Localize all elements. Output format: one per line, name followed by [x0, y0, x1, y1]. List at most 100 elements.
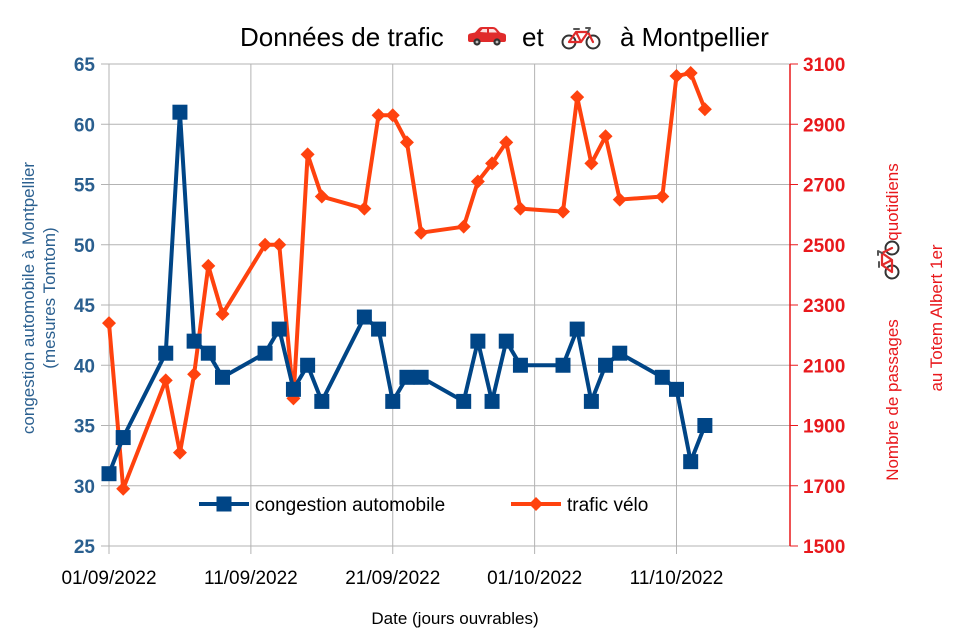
data-point-diamond — [116, 481, 131, 496]
left-tick-label: 60 — [74, 115, 95, 136]
right-axis-title: Nombre de passages quotidiens au Totem A… — [876, 163, 946, 481]
series-line — [107, 110, 707, 476]
left-axis-title-line-2: (mesures Tomtom) — [40, 227, 59, 368]
data-point-square — [158, 345, 174, 361]
right-tick-label: 2300 — [803, 296, 845, 317]
data-point-diamond — [172, 445, 187, 460]
right-tick-label: 2100 — [803, 356, 845, 377]
legend-label: congestion automobile — [255, 495, 445, 516]
right-axis-title-line-3: au Totem Albert 1er — [927, 244, 946, 391]
data-point-square — [115, 430, 131, 446]
left-tick-label: 40 — [74, 356, 95, 377]
left-tick-label: 50 — [74, 236, 95, 257]
data-point-diamond — [598, 129, 613, 144]
data-point-diamond — [187, 367, 202, 382]
title-text-lead: Données de trafic — [240, 22, 444, 52]
data-point-diamond — [300, 147, 315, 162]
data-point-square — [470, 333, 486, 349]
data-point-square — [683, 454, 699, 470]
data-point-square — [654, 369, 670, 385]
right-tick-label: 1500 — [803, 537, 845, 558]
data-point-square — [612, 345, 628, 361]
right-tick-label: 2700 — [803, 176, 845, 197]
right-tick-label: 2900 — [803, 115, 845, 136]
data-point-square — [669, 381, 684, 397]
left-tick-label: 45 — [74, 296, 96, 317]
data-point-square — [257, 345, 273, 361]
data-point-diamond — [655, 189, 670, 204]
data-point-diamond — [399, 135, 414, 150]
right-tick-label: 2500 — [803, 236, 845, 257]
right-axis-title-line-1: Nombre de passages — [883, 319, 902, 481]
data-point-diamond — [683, 66, 698, 81]
title-text-tail: à Montpellier — [620, 22, 769, 52]
data-point-square — [598, 357, 614, 373]
data-point-square — [413, 369, 429, 385]
data-point-square — [371, 321, 387, 337]
data-point-diamond — [529, 497, 543, 511]
left-tick-label: 65 — [74, 55, 96, 76]
data-point-diamond — [215, 307, 230, 322]
data-point-square — [271, 321, 287, 337]
data-point-diamond — [414, 225, 429, 240]
right-tick-label: 3100 — [803, 55, 845, 76]
data-point-square — [456, 393, 472, 409]
legend: congestion automobile trafic vélo — [199, 495, 648, 516]
data-point-diamond — [570, 90, 585, 105]
series-trafic-velo — [102, 66, 712, 496]
x-tick-label: 21/09/2022 — [345, 568, 440, 589]
data-point-diamond — [102, 316, 116, 331]
car-icon — [468, 27, 506, 46]
left-tick-label: 55 — [74, 176, 96, 197]
data-point-diamond — [612, 192, 627, 207]
left-tick-label: 35 — [74, 417, 96, 438]
data-point-diamond — [456, 219, 471, 234]
legend-label: trafic vélo — [567, 495, 648, 516]
right-tick-label: 1700 — [803, 477, 845, 498]
data-point-square — [555, 357, 571, 373]
data-point-square — [569, 321, 585, 337]
chart-title: Données de trafic et à Montpellier — [240, 22, 769, 52]
data-point-diamond — [556, 204, 570, 219]
left-axis-title: congestion automobile à Montpellier (mes… — [19, 162, 59, 435]
data-point-diamond — [669, 69, 684, 84]
data-point-diamond — [584, 156, 599, 171]
data-point-square — [583, 393, 599, 409]
data-point-diamond — [485, 156, 500, 171]
data-point-square — [172, 104, 188, 120]
data-point-square — [484, 393, 500, 409]
left-tick-label: 25 — [74, 537, 96, 558]
data-point-diamond — [158, 373, 173, 388]
data-point-square — [216, 496, 232, 512]
data-point-diamond — [258, 237, 273, 252]
data-point-square — [399, 369, 415, 385]
data-point-square — [498, 333, 514, 349]
data-point-diamond — [513, 201, 528, 216]
data-point-square — [186, 333, 202, 349]
right-axis-title-line-2: quotidiens — [883, 163, 902, 241]
axes — [101, 63, 798, 554]
data-point-diamond — [470, 174, 485, 189]
data-point-square — [300, 357, 316, 373]
title-text-mid: et — [522, 22, 544, 52]
data-point-square — [200, 345, 216, 361]
data-point-square — [314, 393, 330, 409]
data-point-diamond — [272, 237, 287, 252]
data-point-diamond — [357, 201, 372, 216]
data-point-diamond — [314, 189, 329, 204]
right-axis-bicycle-icon — [876, 240, 900, 280]
x-axis-title: Date (jours ouvrables) — [371, 609, 538, 628]
data-point-square — [285, 381, 301, 397]
data-point-diamond — [385, 108, 400, 123]
data-point-diamond — [499, 135, 514, 150]
data-point-square — [385, 393, 401, 409]
right-tick-label: 1900 — [803, 417, 845, 438]
x-tick-label: 01/09/2022 — [61, 568, 156, 589]
data-point-diamond — [201, 258, 216, 273]
series-congestion-automobile — [101, 104, 713, 482]
data-point-diamond — [371, 108, 386, 123]
x-tick-label: 11/09/2022 — [204, 568, 298, 589]
data-point-diamond — [697, 102, 712, 117]
grid-lines — [108, 63, 790, 547]
